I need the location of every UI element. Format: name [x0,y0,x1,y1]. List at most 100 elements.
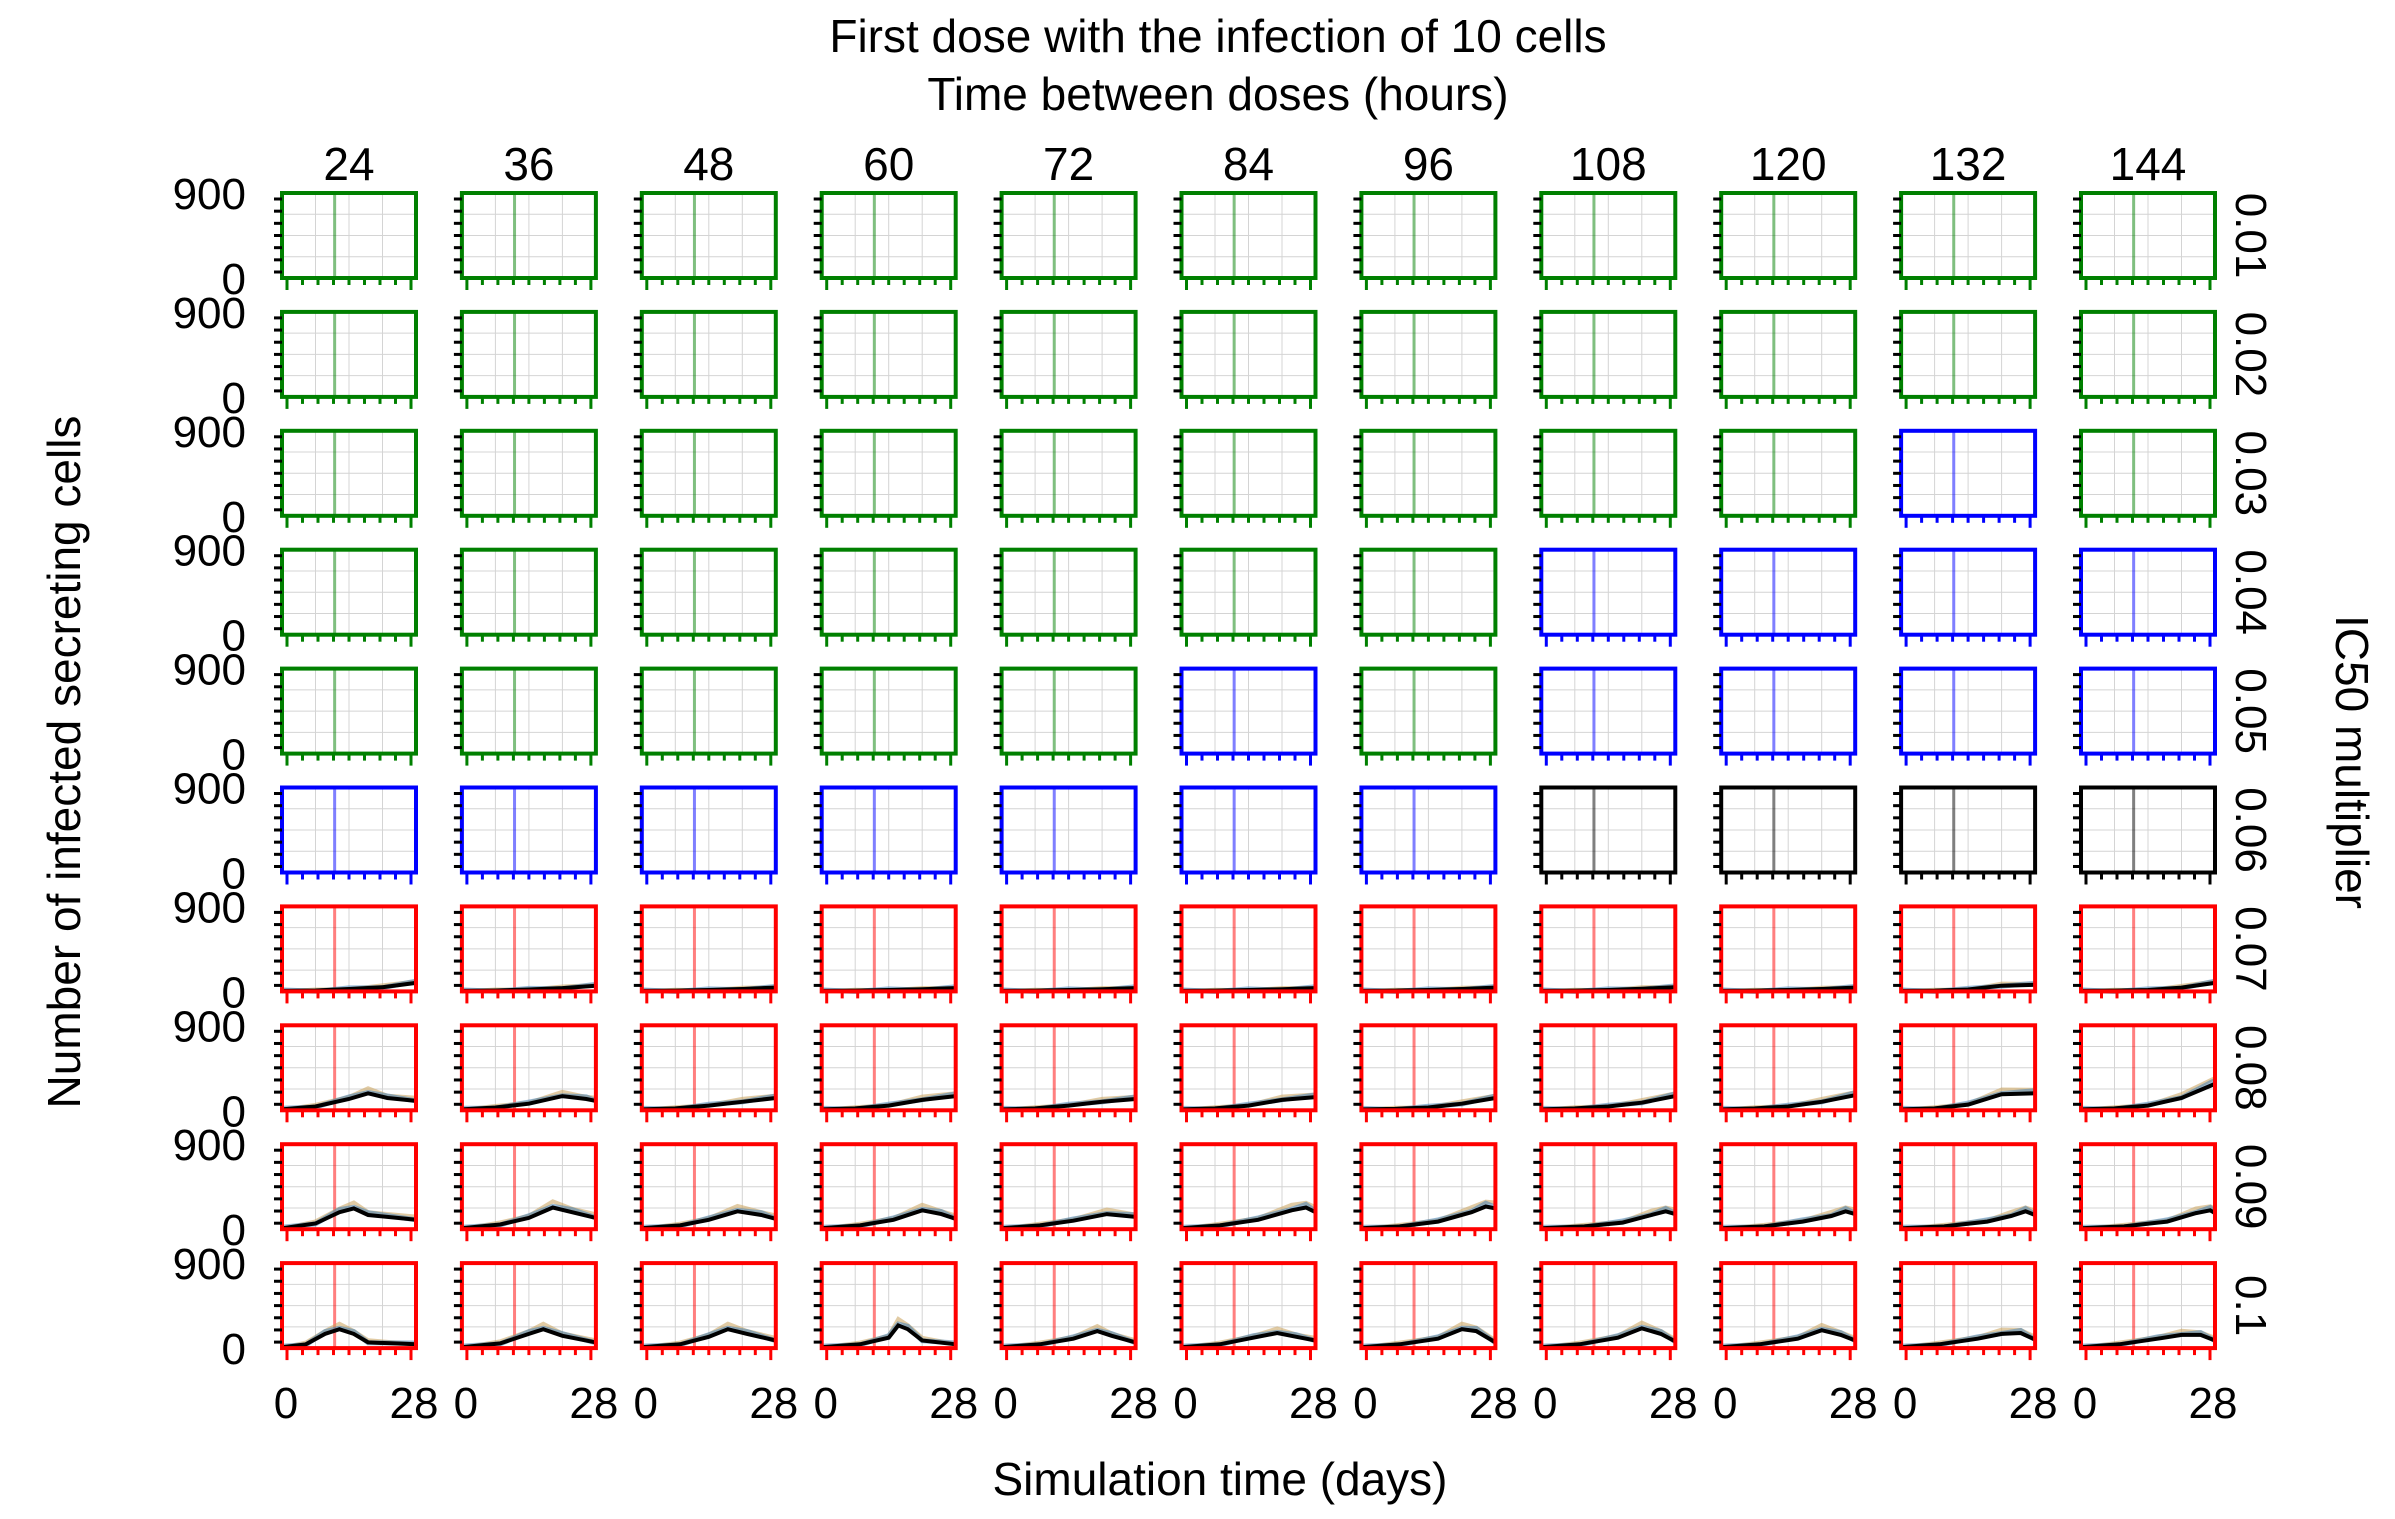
series-mean [1361,1327,1497,1350]
x-tick-label: 0 [454,1379,478,1428]
panel [813,904,958,1004]
panel [453,785,598,885]
row-label: 0.08 [2226,1025,2275,1111]
column-header: 96 [1403,138,1454,190]
series-mean [461,1327,597,1350]
panel [1173,666,1318,766]
y-tick-label: 900 [173,289,246,338]
panel-grid: 24 36 48 60 72 84 96 108 120 132 1440.0190000.0290… [173,138,2275,1428]
x-tick-label: 0 [1713,1379,1737,1428]
row-axis-label: IC50 multiplier [2326,615,2378,909]
panel [1173,1142,1318,1242]
panel [1713,428,1858,528]
panel [2073,309,2217,409]
series-mean [281,1206,417,1231]
y-tick-label: 900 [173,408,246,457]
panel [1893,309,2038,409]
panel [274,1142,418,1242]
panel [1893,785,2038,885]
y-tick-label: 0 [222,255,246,304]
panel [633,904,778,1004]
row-label: 0.04 [2226,549,2275,635]
series-mean [461,1094,597,1112]
panel [1173,904,1318,1004]
panel [1353,785,1498,885]
panel [1353,1261,1498,1361]
x-tick-label: 28 [1469,1379,1518,1428]
panel [1173,547,1318,647]
panel [813,785,958,885]
series-mean [1541,1326,1677,1350]
panel [1893,191,2038,290]
x-tick-label: 0 [993,1379,1017,1428]
x-tick-label: 0 [1173,1379,1197,1428]
y-tick-label: 900 [173,170,246,219]
series-mean [1361,1204,1496,1231]
panel [1353,428,1498,528]
panel [813,1023,958,1123]
panel [813,1261,958,1361]
panel [1173,1261,1318,1361]
row-label: 0.02 [2226,312,2275,398]
panel [1713,785,1858,885]
series-mean [1181,1205,1317,1231]
x-tick-label: 0 [1353,1379,1377,1428]
series-mean [2080,1208,2217,1231]
panel [1533,785,1678,885]
panel [453,1261,598,1361]
series-mean [821,1208,957,1231]
panel [1353,547,1498,647]
chart-subtitle: Time between doses (hours) [927,68,1508,120]
panel [633,191,778,290]
series-mean [1181,1330,1316,1350]
panel [633,309,778,409]
x-tick-label: 28 [2009,1379,2058,1428]
panel [1533,309,1678,409]
series-mean [1541,1209,1676,1231]
panel [1173,428,1318,528]
y-axis-label: Number of infected secreting cells [38,416,90,1109]
panel [453,547,598,647]
column-header: 108 [1570,138,1647,190]
row-label: 0.05 [2226,668,2275,754]
column-header: 144 [2110,138,2187,190]
panel [2073,1142,2217,1242]
panel [274,904,418,1004]
row-label: 0.07 [2226,906,2275,992]
panel [274,547,418,647]
panel [2073,547,2217,647]
series-mean [281,1091,417,1112]
y-tick-label: 0 [222,850,246,899]
panel [274,1261,418,1361]
x-axis-label: Simulation time (days) [992,1453,1447,1505]
row-label: 0.06 [2226,787,2275,873]
panel [633,1142,778,1242]
panel [2073,1261,2217,1361]
y-tick-label: 900 [173,765,246,814]
panel [274,785,418,885]
panel [1893,1023,2038,1123]
panel [993,904,1138,1004]
panel [1713,547,1858,647]
panel [1713,666,1858,766]
row-label: 0.09 [2226,1144,2275,1230]
column-header: 120 [1750,138,1827,190]
column-header: 72 [1043,138,1094,190]
panel [1893,1261,2038,1361]
panel [1173,785,1318,885]
panel [274,1023,418,1123]
panel [1353,309,1498,409]
panel [2073,666,2217,766]
y-tick-label: 900 [173,1240,246,1289]
panel [1533,1142,1678,1242]
y-tick-label: 0 [222,612,246,661]
row-label: 0.1 [2226,1275,2275,1336]
panel [1353,1142,1498,1242]
panel [2073,1023,2217,1123]
panel [274,309,418,409]
panel [1893,1142,2038,1242]
x-tick-label: 28 [749,1379,798,1428]
column-header: 132 [1930,138,2007,190]
panel [453,1023,598,1123]
panel [1533,1261,1678,1361]
